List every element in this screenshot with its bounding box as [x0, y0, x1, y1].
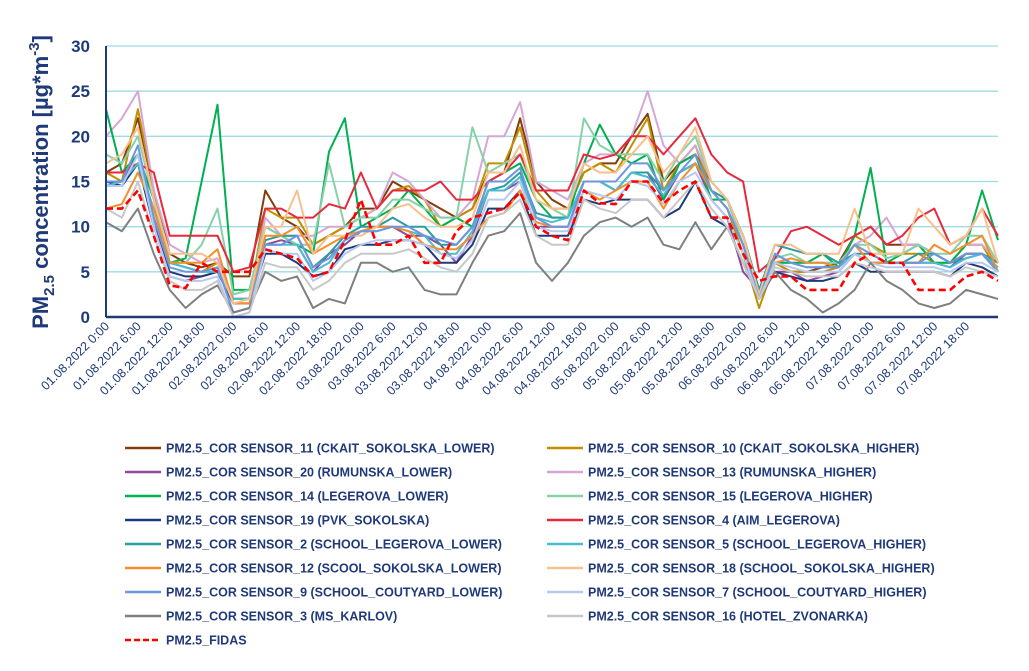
legend-label: PM2.5_COR SENSOR_20 (RUMUNSKA_LOWER) [166, 466, 452, 480]
legend-item: PM2.5_COR SENSOR_4 (AIM_LEGEROVA) [547, 514, 840, 528]
series-line-15 [105, 180, 999, 318]
legend-item: PM2.5_COR SENSOR_18 (SCHOOL_SOKOLSKA_HIG… [547, 562, 935, 576]
legend-item: PM2.5_COR SENSOR_12 (SCOOL_SOKOLSKA_LOWE… [125, 562, 501, 576]
legend: PM2.5_COR SENSOR_11 (CKAIT_SOKOLSKA_LOWE… [125, 442, 935, 648]
y-tick-label: 20 [71, 127, 90, 146]
legend-label: PM2.5_COR SENSOR_10 (CKAIT_SOKOLSKA_HIGH… [588, 442, 919, 456]
legend-label: PM2.5_COR SENSOR_3 (MS_KARLOV) [166, 610, 397, 624]
legend-label: PM2.5_COR SENSOR_11 (CKAIT_SOKOLSKA_LOWE… [166, 442, 495, 456]
y-label-sub: 2.5 [41, 275, 58, 296]
legend-item: PM2.5_COR SENSOR_15 (LEGEROVA_HIGHER) [547, 490, 873, 504]
legend-item: PM2.5_COR SENSOR_14 (LEGEROVA_LOWER) [125, 490, 448, 504]
series-line-13 [106, 153, 999, 318]
y-axis-label: PM2.5 concentration [µg*m-3] [26, 35, 58, 329]
y-tick-label: 5 [81, 263, 90, 282]
legend-label: PM2.5_COR SENSOR_19 (PVK_SOKOLSKA) [166, 514, 429, 528]
legend-label: PM2.5_COR SENSOR_7 (SCHOOL_COUTYARD_HIGH… [588, 586, 927, 600]
legend-item: PM2.5_COR SENSOR_19 (PVK_SOKOLSKA) [125, 514, 429, 528]
y-tick-label: 10 [71, 218, 90, 237]
y-label-end: ] [28, 35, 53, 42]
series-line-7 [106, 117, 999, 273]
legend-label: PM2.5_COR SENSOR_12 (SCOOL_SOKOLSKA_LOWE… [166, 562, 501, 576]
legend-item: PM2.5_COR SENSOR_20 (RUMUNSKA_LOWER) [125, 466, 452, 480]
series-line-0 [105, 112, 999, 291]
legend-item: PM2.5_COR SENSOR_16 (HOTEL_ZVONARKA) [547, 610, 868, 624]
y-tick-label: 25 [71, 82, 90, 101]
y-tick-label: 15 [71, 173, 90, 192]
y-label-rest: concentration [µg*m [28, 56, 53, 275]
legend-item: PM2.5_COR SENSOR_2 (SCHOOL_LEGEROVA_LOWE… [125, 538, 502, 552]
legend-label: PM2.5_COR SENSOR_16 (HOTEL_ZVONARKA) [588, 610, 868, 624]
legend-label: PM2.5_COR SENSOR_4 (AIM_LEGEROVA) [588, 514, 840, 528]
legend-label: PM2.5_COR SENSOR_14 (LEGEROVA_LOWER) [166, 490, 448, 504]
legend-label: PM2.5_COR SENSOR_9 (SCHOOL_COUTYARD_LOWE… [166, 586, 502, 600]
legend-label: PM2.5_FIDAS [166, 634, 247, 648]
y-label-main: PM [28, 296, 53, 329]
y-label-sup: -3 [26, 42, 43, 55]
series-lines [105, 90, 999, 318]
legend-item: PM2.5_COR SENSOR_5 (SCHOOL_LEGEROVA_HIGH… [547, 538, 926, 552]
y-tick-label: 30 [71, 37, 90, 56]
legend-item: PM2.5_COR SENSOR_13 (RUMUNSKA_HIGHER) [547, 466, 876, 480]
legend-label: PM2.5_COR SENSOR_13 (RUMUNSKA_HIGHER) [588, 466, 876, 480]
legend-item: PM2.5_COR SENSOR_10 (CKAIT_SOKOLSKA_HIGH… [547, 442, 919, 456]
legend-label: PM2.5_COR SENSOR_18 (SCHOOL_SOKOLSKA_HIG… [588, 562, 935, 576]
legend-item: PM2.5_FIDAS [125, 634, 247, 648]
series-line-14 [105, 207, 999, 314]
y-tick-label: 0 [81, 308, 90, 327]
legend-label: PM2.5_COR SENSOR_15 (LEGEROVA_HIGHER) [588, 490, 873, 504]
series-line-16 [106, 180, 999, 292]
legend-label: PM2.5_COR SENSOR_2 (SCHOOL_LEGEROVA_LOWE… [166, 538, 502, 552]
legend-item: PM2.5_COR SENSOR_3 (MS_KARLOV) [125, 610, 397, 624]
legend-item: PM2.5_COR SENSOR_11 (CKAIT_SOKOLSKA_LOWE… [125, 442, 495, 456]
legend-label: PM2.5_COR SENSOR_5 (SCHOOL_LEGEROVA_HIGH… [588, 538, 926, 552]
series-line-4 [105, 103, 999, 291]
y-axis-ticks: 0 5 10 15 20 25 30 [71, 37, 90, 327]
legend-item: PM2.5_COR SENSOR_9 (SCHOOL_COUTYARD_LOWE… [125, 586, 502, 600]
legend-item: PM2.5_COR SENSOR_7 (SCHOOL_COUTYARD_HIGH… [547, 586, 927, 600]
series-line-12 [106, 144, 999, 314]
